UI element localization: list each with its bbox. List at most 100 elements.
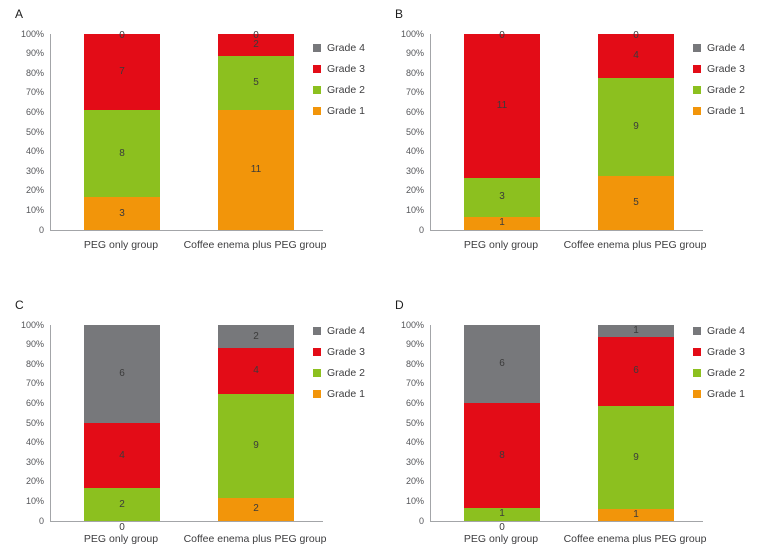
stacked-bar-peg: 1 3 11 0: [464, 30, 540, 230]
stacked-bar-peg: 0 1 8 6: [464, 325, 540, 533]
y-axis-tick-label: 0: [418, 224, 424, 235]
y-axis-tick-label: 60%: [405, 397, 424, 408]
value-label-zero-top: 0: [633, 30, 639, 41]
value-label: 5: [633, 196, 639, 208]
bar-segment-grade-3: [464, 34, 540, 178]
value-label: 4: [633, 49, 639, 61]
y-axis-tick-label: 10%: [25, 495, 44, 506]
legend-color-swatch-grade-1: [693, 107, 701, 115]
legend-color-swatch-grade-1: [313, 390, 321, 398]
legend-label: Grade 2: [707, 84, 745, 96]
legend-item: Grade 1: [693, 388, 753, 401]
x-axis-group-label: Coffee enema plus PEG group: [563, 533, 707, 545]
value-label: 2: [253, 503, 259, 515]
value-label: 8: [119, 147, 125, 159]
y-axis-tick-label: 50%: [25, 126, 44, 137]
legend-color-swatch-grade-2: [313, 86, 321, 94]
value-label: 6: [633, 365, 639, 377]
x-axis-group-label: PEG only group: [463, 239, 539, 251]
y-axis-tick-label: 70%: [405, 378, 424, 389]
legend-item: Grade 1: [313, 388, 373, 401]
y-axis-tick-label: 60%: [25, 397, 44, 408]
bar-segment-grade-3: [598, 336, 674, 406]
legend-color-swatch-grade-3: [693, 65, 701, 73]
stacked-bar-coffee: 5 9 4 0: [598, 30, 674, 230]
plot-area: 1 3 11 0 5 9 4 0: [430, 30, 703, 231]
bar-segment-grade-4: [464, 325, 540, 404]
y-axis-tick-label: 90%: [405, 339, 424, 350]
bar-segment-grade-2: [464, 507, 540, 521]
value-label: 6: [499, 358, 505, 370]
value-label: 6: [119, 368, 125, 379]
legend-color-swatch-grade-2: [693, 369, 701, 377]
bar-segment-grade-4: [84, 325, 160, 423]
legend-color-swatch-grade-4: [313, 44, 321, 52]
bar-segment-grade-3: [218, 34, 294, 56]
bar-segment-grade-1: [84, 197, 160, 230]
bar-segment-grade-1: [218, 110, 294, 230]
bar-segment-grade-1: [218, 497, 294, 521]
y-axis-tick-label: 30%: [405, 165, 424, 176]
legend-item: Grade 4: [313, 325, 373, 338]
value-label: 1: [499, 508, 505, 520]
stacked-bar-peg: 3 8 7 0: [84, 30, 160, 230]
legend-label: Grade 4: [327, 325, 365, 337]
y-axis-tick-label: 80%: [405, 358, 424, 369]
bar-segment-grade-3: [84, 34, 160, 111]
legend-color-swatch-grade-3: [693, 348, 701, 356]
legend-item: Grade 3: [313, 346, 373, 359]
bar-segment-grade-2: [218, 55, 294, 111]
y-axis-tick-label: 80%: [25, 358, 44, 369]
legend-label: Grade 3: [707, 63, 745, 75]
x-axis-group-label: PEG only group: [463, 533, 539, 545]
panel-B: B 1 3 11 0 5 9 4 0 100% 90% 80% 70% 60% 50% 40% 30% 20% 10…: [380, 0, 760, 279]
y-axis-tick-label: 20%: [25, 476, 44, 487]
y-axis-tick-label: 80%: [405, 67, 424, 78]
value-label: 11: [250, 164, 262, 176]
legend-label: Grade 1: [707, 105, 745, 117]
value-label: 2: [253, 330, 259, 342]
value-label: 11: [496, 99, 508, 111]
legend-item: Grade 2: [693, 84, 753, 97]
plot-area: 0 2 4 6 2 9 4 2: [50, 325, 323, 533]
y-axis-tick-label: 70%: [405, 87, 424, 98]
bar-segment-grade-1: [464, 216, 540, 230]
y-axis-tick-label: 0: [38, 224, 44, 235]
y-axis-tick-label: 90%: [25, 48, 44, 59]
legend-item: Grade 2: [313, 367, 373, 380]
bar-segment-grade-4: [598, 325, 674, 337]
value-label-zero-top: 0: [499, 30, 505, 41]
panel-letter: B: [395, 7, 404, 21]
y-axis-tick-label: 40%: [25, 437, 44, 448]
y-axis-tick-label: 90%: [405, 48, 424, 59]
y-axis-tick-label: 100%: [20, 319, 44, 330]
panel-A: A 3 8 7 0 11 5 2 0 100% 90% 80% 70% 60% 50% 40% 30% 20% 10…: [0, 0, 380, 279]
value-label: 2: [119, 498, 125, 510]
legend-label: Grade 1: [707, 388, 745, 400]
value-label: 3: [119, 207, 125, 219]
legend-item: Grade 3: [693, 346, 753, 359]
legend-color-swatch-grade-2: [313, 369, 321, 377]
value-label: 2: [253, 38, 259, 50]
y-axis-tick-label: 100%: [400, 28, 424, 39]
legend-item: Grade 4: [693, 42, 753, 55]
y-axis-tick-label: 30%: [405, 456, 424, 467]
value-label: 4: [253, 365, 259, 377]
x-axis-group-label: Coffee enema plus PEG group: [563, 239, 707, 251]
legend-item: Grade 1: [693, 105, 753, 118]
value-label: 8: [499, 449, 505, 461]
y-axis-tick-label: 20%: [405, 185, 424, 196]
stacked-bar-peg: 0 2 4 6: [84, 325, 160, 533]
legend-color-swatch-grade-4: [313, 327, 321, 335]
stacked-bar-coffee: 11 5 2 0: [218, 30, 294, 230]
legend-item: Grade 4: [313, 42, 373, 55]
panel-letter: C: [15, 298, 25, 312]
y-axis-tick-label: 30%: [25, 456, 44, 467]
bar-segment-grade-2: [464, 177, 540, 217]
value-label: 9: [633, 451, 639, 463]
y-axis-tick-label: 80%: [25, 67, 44, 78]
legend-label: Grade 1: [327, 388, 365, 400]
legend-color-swatch-grade-4: [693, 327, 701, 335]
legend-color-swatch-grade-1: [693, 390, 701, 398]
